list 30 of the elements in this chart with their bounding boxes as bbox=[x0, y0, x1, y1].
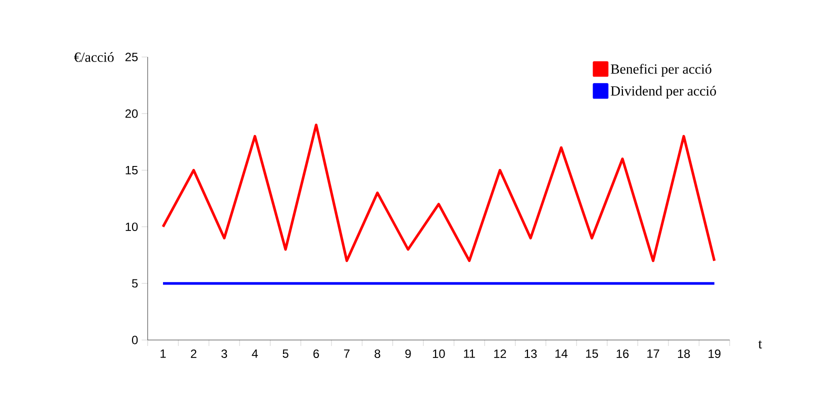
x-tick-label: 9 bbox=[405, 350, 411, 358]
y-tick-label: 20 bbox=[125, 109, 138, 118]
x-tick-label: 6 bbox=[313, 350, 319, 358]
x-tick-label: 10 bbox=[432, 350, 445, 358]
y-tick-label: 25 bbox=[125, 52, 138, 62]
x-tick-label: 14 bbox=[555, 350, 568, 358]
y-tick-label: 0 bbox=[132, 336, 138, 344]
x-tick-label: 12 bbox=[494, 350, 506, 358]
legend-label: Benefici per acció bbox=[610, 64, 712, 77]
x-tick-label: 15 bbox=[586, 350, 598, 358]
y-tick-label: 10 bbox=[126, 222, 138, 232]
x-tick-label: 18 bbox=[678, 350, 690, 358]
x-tick-label: 17 bbox=[647, 350, 660, 358]
x-tick-label: 3 bbox=[221, 350, 228, 358]
y-tick-label: 5 bbox=[132, 279, 138, 288]
x-tick-label: 1 bbox=[160, 350, 166, 358]
x-tick-label: 2 bbox=[190, 350, 196, 358]
line-series bbox=[162, 124, 716, 262]
x-tick-label: 4 bbox=[252, 350, 258, 358]
x-tick-label: 8 bbox=[374, 350, 380, 358]
x-axis-title: t bbox=[758, 340, 762, 348]
x-tick-label: 7 bbox=[344, 350, 350, 358]
y-axis-title: €/acció bbox=[74, 52, 114, 62]
legend-label: Dividend per acció bbox=[610, 86, 716, 99]
x-tick-label: 13 bbox=[524, 350, 537, 358]
x-tick-label: 11 bbox=[464, 350, 475, 358]
x-tick-label: 19 bbox=[708, 350, 720, 358]
x-tick-label: 5 bbox=[282, 350, 288, 358]
x-tick-label: 16 bbox=[616, 350, 629, 358]
y-tick-label: 15 bbox=[126, 166, 138, 174]
